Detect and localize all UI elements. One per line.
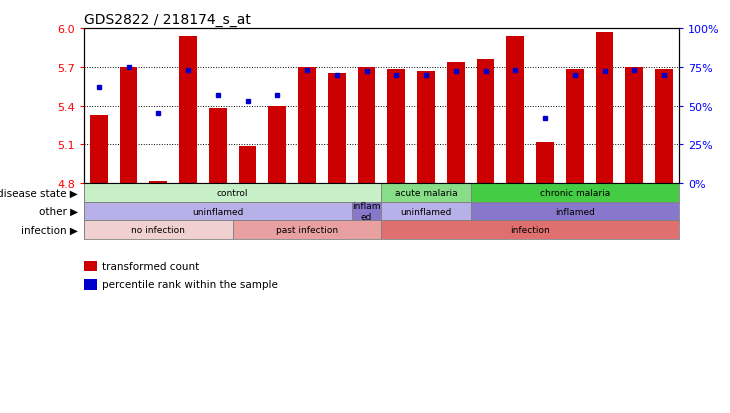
Bar bbox=[84, 184, 381, 202]
Bar bbox=[90, 115, 108, 184]
Bar bbox=[447, 62, 465, 184]
Bar bbox=[84, 202, 352, 221]
Bar bbox=[233, 221, 381, 240]
Bar bbox=[150, 181, 167, 184]
Text: control: control bbox=[217, 189, 248, 197]
Bar bbox=[596, 33, 613, 184]
Bar bbox=[382, 221, 679, 240]
Text: GDS2822 / 218174_s_at: GDS2822 / 218174_s_at bbox=[84, 12, 251, 26]
Bar bbox=[298, 68, 316, 184]
Text: infection ▶: infection ▶ bbox=[21, 225, 78, 235]
Text: infection: infection bbox=[510, 226, 550, 235]
Text: chronic malaria: chronic malaria bbox=[539, 189, 610, 197]
Bar bbox=[507, 37, 524, 184]
Bar bbox=[471, 184, 679, 202]
Bar bbox=[655, 70, 673, 184]
Bar bbox=[84, 221, 233, 240]
Bar bbox=[417, 71, 435, 184]
Text: inflam
ed: inflam ed bbox=[353, 202, 381, 221]
Bar bbox=[239, 146, 256, 184]
Bar bbox=[477, 60, 494, 184]
Text: disease state ▶: disease state ▶ bbox=[0, 188, 78, 198]
Text: percentile rank within the sample: percentile rank within the sample bbox=[102, 280, 278, 290]
Bar bbox=[566, 70, 584, 184]
Bar bbox=[358, 68, 375, 184]
Text: no infection: no infection bbox=[131, 226, 185, 235]
Bar bbox=[382, 202, 471, 221]
Bar bbox=[179, 37, 197, 184]
Text: transformed count: transformed count bbox=[102, 261, 199, 271]
Bar bbox=[626, 68, 643, 184]
Bar bbox=[328, 74, 346, 184]
Text: inflamed: inflamed bbox=[555, 207, 595, 216]
Text: uninflamed: uninflamed bbox=[192, 207, 244, 216]
Text: uninflamed: uninflamed bbox=[400, 207, 452, 216]
Bar bbox=[536, 142, 554, 184]
Bar bbox=[388, 70, 405, 184]
Bar bbox=[382, 184, 471, 202]
Text: past infection: past infection bbox=[276, 226, 338, 235]
Text: other ▶: other ▶ bbox=[39, 206, 78, 217]
Text: acute malaria: acute malaria bbox=[395, 189, 458, 197]
Bar bbox=[269, 106, 286, 184]
Bar bbox=[352, 202, 381, 221]
Bar bbox=[120, 68, 137, 184]
Bar bbox=[209, 109, 227, 184]
Bar bbox=[471, 202, 679, 221]
